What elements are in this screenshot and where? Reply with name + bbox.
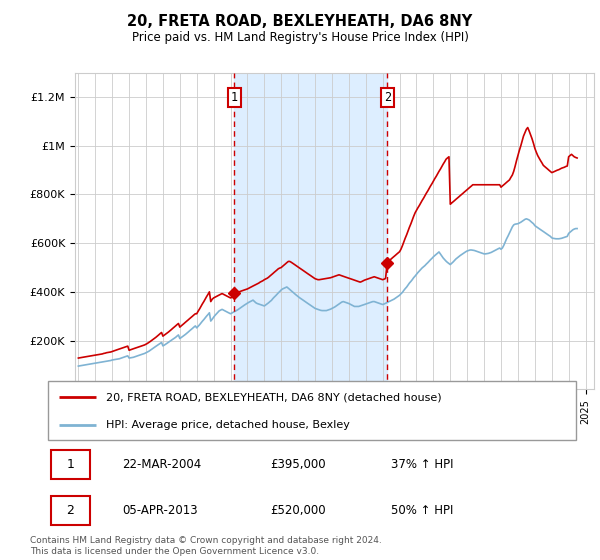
Text: HPI: Average price, detached house, Bexley: HPI: Average price, detached house, Bexl… [106, 420, 350, 430]
Text: 1: 1 [66, 458, 74, 472]
FancyBboxPatch shape [50, 450, 90, 479]
Text: 1: 1 [230, 91, 238, 104]
FancyBboxPatch shape [50, 496, 90, 525]
Text: 50% ↑ HPI: 50% ↑ HPI [391, 503, 454, 517]
Text: £520,000: £520,000 [270, 503, 325, 517]
Text: 37% ↑ HPI: 37% ↑ HPI [391, 458, 454, 472]
FancyBboxPatch shape [48, 381, 576, 440]
Text: Contains HM Land Registry data © Crown copyright and database right 2024.
This d: Contains HM Land Registry data © Crown c… [30, 536, 382, 556]
Text: 20, FRETA ROAD, BEXLEYHEATH, DA6 8NY: 20, FRETA ROAD, BEXLEYHEATH, DA6 8NY [127, 14, 473, 29]
Text: 22-MAR-2004: 22-MAR-2004 [122, 458, 201, 472]
Text: 05-APR-2013: 05-APR-2013 [122, 503, 197, 517]
Bar [234, 73, 387, 389]
Text: £395,000: £395,000 [270, 458, 325, 472]
Text: 2: 2 [66, 503, 74, 517]
Text: Price paid vs. HM Land Registry's House Price Index (HPI): Price paid vs. HM Land Registry's House … [131, 31, 469, 44]
Text: 20, FRETA ROAD, BEXLEYHEATH, DA6 8NY (detached house): 20, FRETA ROAD, BEXLEYHEATH, DA6 8NY (de… [106, 392, 442, 402]
Text: 2: 2 [383, 91, 391, 104]
